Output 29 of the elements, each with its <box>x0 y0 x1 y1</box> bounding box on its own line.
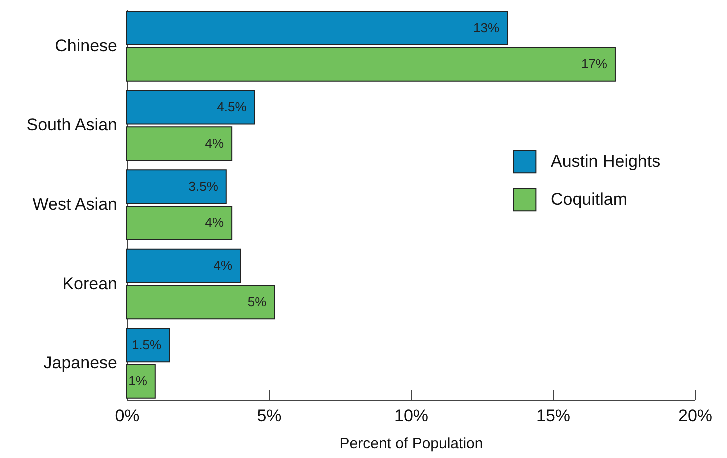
data-label: 4.5% <box>217 100 248 115</box>
x-tick-label: 5% <box>257 406 282 426</box>
y-tick-label: Japanese <box>44 354 118 373</box>
x-tick-label: 15% <box>536 406 571 426</box>
y-tick-label: Korean <box>62 274 118 294</box>
data-label: 4% <box>205 136 225 151</box>
bar <box>126 206 233 240</box>
bar <box>126 11 508 46</box>
x-axis-title: Percent of Population <box>340 436 484 452</box>
bar <box>126 328 170 363</box>
data-label: 3.5% <box>188 178 219 194</box>
legend-label: Coquitlam <box>551 190 628 209</box>
data-label: 13% <box>474 20 500 36</box>
x-tick-label: 10% <box>394 406 429 426</box>
bar <box>126 47 616 82</box>
y-tick-label: Chinese <box>55 36 118 56</box>
x-tick-label: 0% <box>115 406 140 426</box>
y-tick-label: South Asian <box>26 116 118 135</box>
data-label: 5% <box>248 294 268 310</box>
data-label: 4% <box>205 215 225 230</box>
data-label: 1.5% <box>132 337 162 352</box>
legend-label: Austin Heights <box>551 152 661 171</box>
bar <box>126 364 156 399</box>
bar <box>126 170 227 204</box>
y-tick-label: West Asian <box>32 195 118 214</box>
data-label: 4% <box>214 258 234 274</box>
x-tick-label: 20% <box>678 406 713 426</box>
data-label: 1% <box>128 374 148 389</box>
data-label: 17% <box>581 56 608 72</box>
